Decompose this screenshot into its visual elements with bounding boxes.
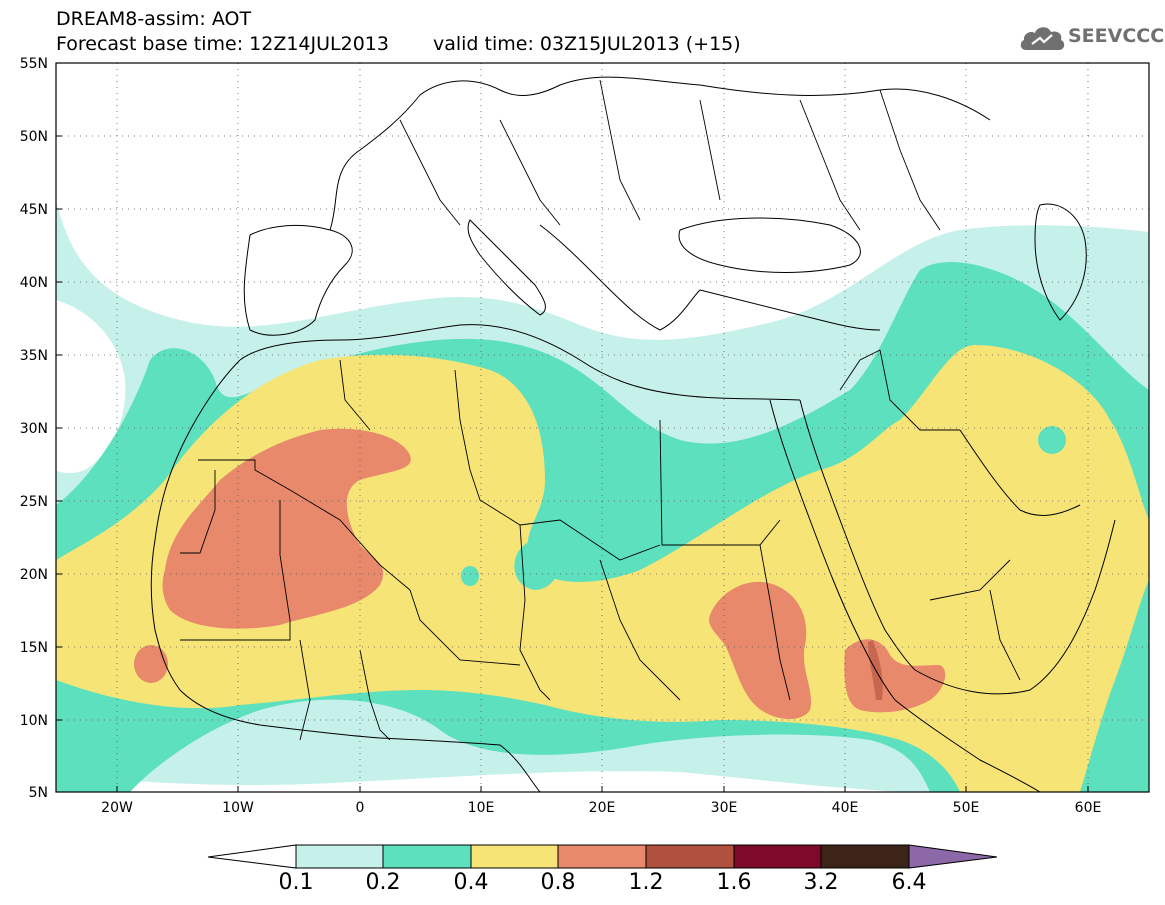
lat-label: 45N [20, 202, 48, 218]
lat-label: 10N [20, 713, 48, 729]
valid-time: valid time: 03Z15JUL2013 (+15) [432, 33, 741, 55]
colorbar-level: 1.2 [628, 870, 664, 895]
colorbar-level: 6.4 [891, 870, 927, 895]
lat-label: 50N [20, 129, 48, 145]
lon-label: 40E [832, 800, 859, 816]
graticule [56, 63, 1149, 792]
lat-label: 15N [20, 640, 48, 656]
colorbar-level: 0.8 [540, 870, 576, 895]
lon-label: 60E [1075, 800, 1102, 816]
colorbar-swatch-c4 [557, 844, 647, 869]
lon-label: 10W [222, 800, 254, 816]
lon-label: 20E [589, 800, 616, 816]
aot-patch-green [514, 537, 564, 590]
aot-clear-atlantic [56, 300, 126, 474]
lat-label: 55N [20, 56, 48, 72]
base-time: Forecast base time: 12Z14JUL2013 [56, 33, 389, 55]
colorbar-swatch-c7 [820, 844, 910, 869]
logo-text: SEEVCCC [1068, 25, 1165, 47]
colorbar [207, 844, 998, 869]
colorbar-swatch-c3 [470, 844, 559, 869]
aot-island-green [461, 566, 479, 586]
colorbar-swatch-c1 [295, 844, 384, 869]
lon-label: 50E [953, 800, 980, 816]
lat-label: 35N [20, 348, 48, 364]
lat-label: 25N [20, 494, 48, 510]
aot-contour-0.8-sudan [709, 581, 812, 720]
colorbar-level: 3.2 [803, 870, 839, 895]
colorbar-above-arrow [908, 844, 998, 869]
lat-label: 20N [20, 567, 48, 583]
coastlines [150, 76, 1116, 792]
map-title: DREAM8-assim: AOT [56, 8, 252, 30]
longitude-labels: 20W 10W 0 10E 20E 30E 40E 50E 60E [101, 800, 1101, 816]
lat-label: 30N [20, 421, 48, 437]
aot-contour-0.8-senegal [134, 645, 168, 683]
colorbar-level: 1.6 [716, 870, 752, 895]
aot-clear-south [56, 771, 900, 792]
lon-label: 10E [468, 800, 495, 816]
lat-label: 5N [29, 785, 48, 801]
cloud-icon [1020, 27, 1065, 50]
lon-label: 20W [101, 800, 133, 816]
colorbar-swatch-c6 [733, 844, 822, 869]
seevccc-logo: SEEVCCC [1018, 22, 1164, 56]
lat-label: 40N [20, 275, 48, 291]
aot-contour-0.8-sahara [162, 428, 411, 629]
aot-island-green [1038, 426, 1066, 454]
colorbar-level: 0.4 [453, 870, 489, 895]
colorbar-swatch-c5 [645, 844, 735, 869]
lon-label: 0 [356, 800, 365, 816]
time-info: Forecast base time: 12Z14JUL2013 valid ti… [56, 33, 741, 55]
latitude-labels: 55N 50N 45N 40N 35N 30N 25N 20N 15N 10N … [20, 56, 48, 801]
colorbar-level: 0.2 [365, 870, 401, 895]
colorbar-swatch-c2 [382, 844, 472, 869]
colorbar-below-arrow [207, 844, 297, 869]
country-borders [180, 79, 1021, 741]
lon-label: 30E [711, 800, 738, 816]
colorbar-level: 0.1 [278, 870, 314, 895]
tick-marks [56, 62, 1089, 793]
